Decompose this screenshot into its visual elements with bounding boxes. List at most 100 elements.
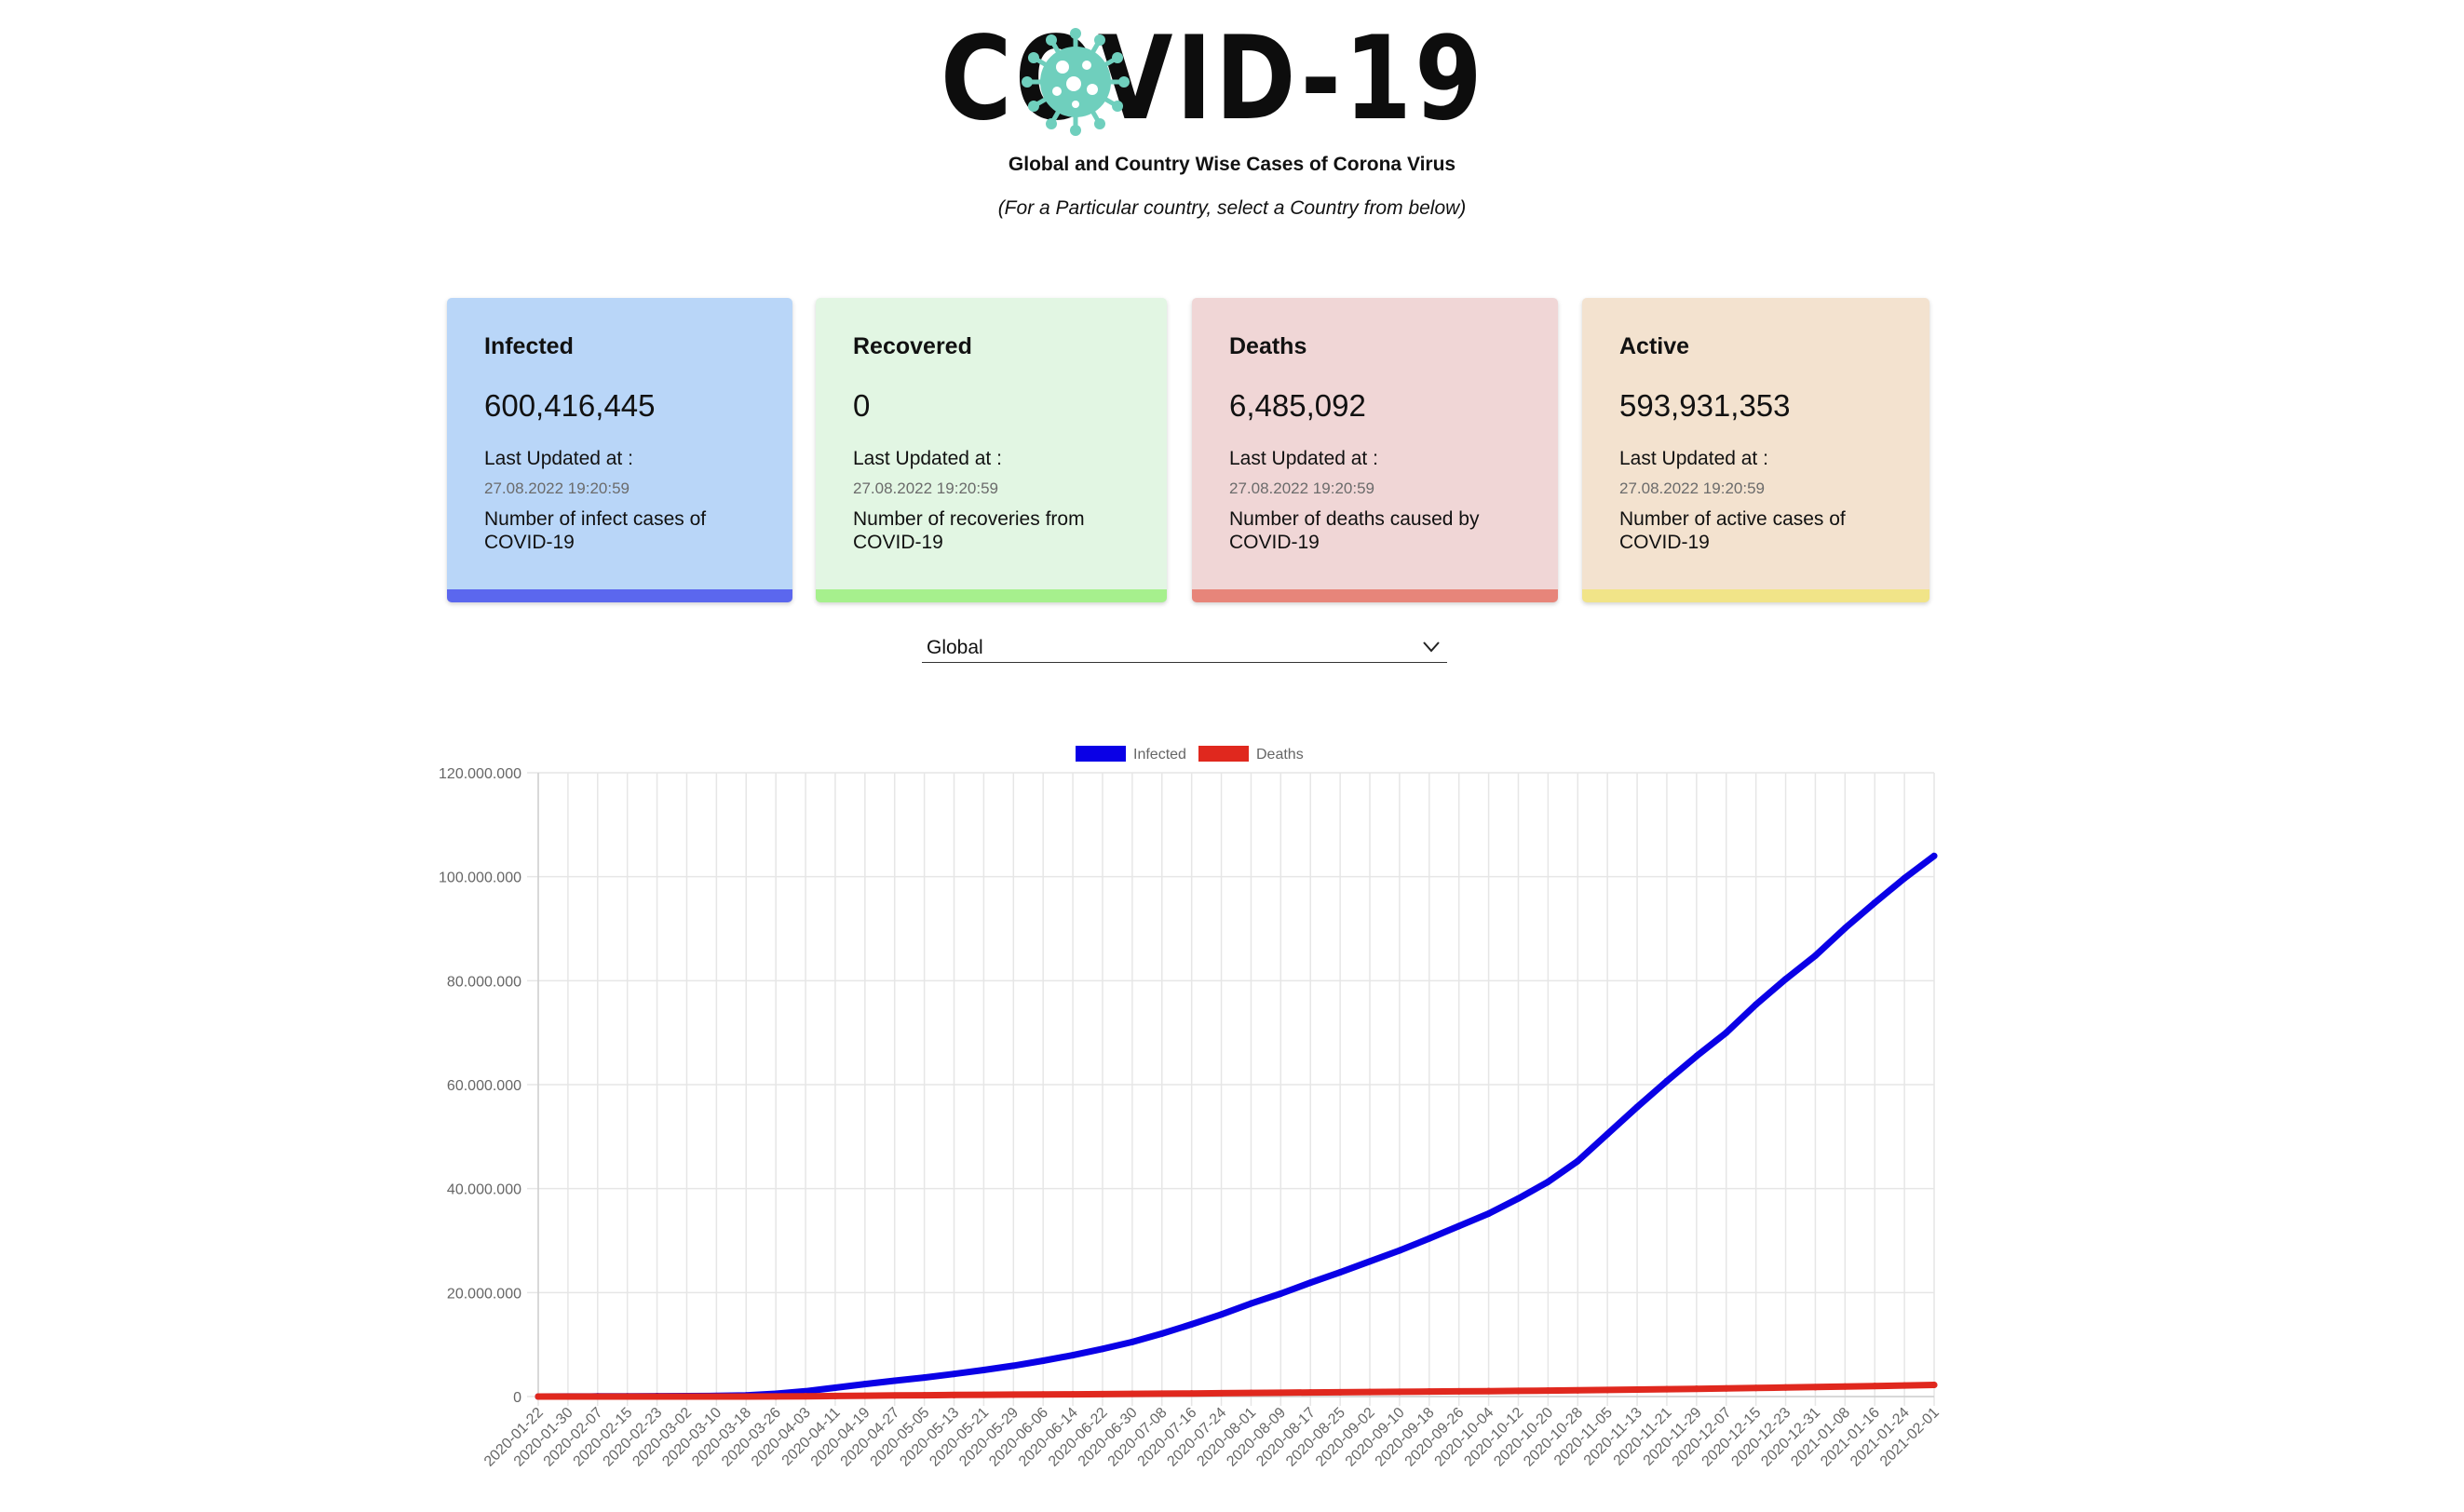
data-point-deaths [1753,1384,1760,1392]
virus-icon [1022,28,1130,136]
data-point-infected [1099,1345,1106,1353]
y-tick-label: 40.000.000 [447,1182,521,1198]
data-point-infected [1723,1029,1730,1036]
data-point-infected [832,1384,839,1392]
card-value: 6,485,092 [1229,388,1366,423]
data-point-deaths [1366,1388,1374,1396]
data-point-infected [1782,976,1790,983]
data-point-infected [1129,1338,1136,1345]
card-value: 593,931,353 [1619,388,1791,423]
y-tick-label: 100.000.000 [439,871,521,886]
data-point-deaths [564,1393,572,1400]
y-tick-label: 20.000.000 [447,1286,521,1302]
data-point-deaths [951,1391,958,1398]
data-point-infected [1039,1357,1047,1364]
data-point-deaths [1782,1384,1790,1391]
active-card: Active 593,931,353 Last Updated at : 27.… [1582,298,1929,602]
legend-swatch-deaths [1198,746,1249,762]
data-point-deaths [1604,1386,1611,1394]
data-point-deaths [683,1393,690,1400]
cases-line-chart: 0 20.000.000 40.000.000 60.000.000 80.000.00… [439,746,1943,1470]
data-point-deaths [535,1393,542,1400]
data-point-deaths [980,1391,987,1398]
data-point-infected [1901,874,1908,882]
data-point-deaths [1188,1390,1196,1397]
data-point-deaths [1396,1388,1403,1396]
data-point-infected [802,1387,809,1395]
data-point-deaths [832,1392,839,1399]
data-point-infected [1544,1178,1551,1185]
page-note: (For a Particular country, select a Coun… [997,197,1467,219]
data-point-deaths [891,1392,899,1399]
card-updated-date: 27.08.2022 19:20:59 [1229,479,1374,497]
data-point-infected [1811,952,1819,960]
data-point-deaths [802,1393,809,1400]
data-point-infected [1366,1258,1374,1265]
data-point-deaths [1574,1386,1581,1394]
card-updated-label: Last Updated at : [1229,448,1378,469]
data-point-infected [1009,1362,1017,1370]
infected-card: Infected 600,416,445 Last Updated at : 2… [447,298,792,602]
data-point-infected [1841,925,1848,932]
data-point-deaths [1306,1389,1314,1397]
data-point-deaths [1663,1385,1671,1393]
card-title: Deaths [1229,333,1307,359]
data-point-deaths [1514,1387,1522,1395]
card-updated-date: 27.08.2022 19:20:59 [484,479,630,497]
recovered-card: Recovered 0 Last Updated at : 27.08.2022… [816,298,1167,602]
y-tick-label: 80.000.000 [447,974,521,990]
series-line-infected [535,852,1938,1400]
card-value: 600,416,445 [484,388,656,423]
data-point-infected [1188,1320,1196,1328]
data-point-infected [951,1370,958,1378]
card-updated-label: Last Updated at : [484,448,633,469]
data-point-infected [1574,1157,1581,1165]
data-point-infected [1069,1352,1076,1359]
data-point-infected [1158,1330,1166,1337]
data-point-deaths [594,1393,602,1400]
data-point-deaths [1930,1382,1938,1389]
card-title: Recovered [853,333,972,359]
chevron-down-icon [1423,641,1440,653]
data-point-deaths [1158,1390,1166,1397]
data-point-deaths [1009,1391,1017,1398]
data-point-deaths [1426,1388,1433,1396]
data-point-infected [1247,1300,1254,1307]
card-updated-date: 27.08.2022 19:20:59 [1619,479,1765,497]
card-description: Number of active cases of COVID-19 [1619,508,1846,553]
data-point-infected [1336,1269,1344,1276]
data-point-deaths [742,1393,750,1400]
data-point-deaths [1544,1387,1551,1395]
data-point-infected [1218,1311,1225,1318]
covid-logo: COVID-19 [941,19,1482,140]
data-point-infected [861,1381,869,1388]
y-tick-label: 120.000.000 [439,766,521,782]
data-point-deaths [1336,1388,1344,1396]
data-point-infected [1871,899,1878,907]
data-point-deaths [1247,1389,1254,1397]
data-point-deaths [654,1393,661,1400]
data-point-deaths [1455,1387,1463,1395]
data-point-deaths [1485,1387,1493,1395]
country-select[interactable]: Global [922,636,1447,663]
y-tick-label: 0 [513,1390,521,1406]
data-point-infected [1306,1279,1314,1287]
data-point-infected [1514,1195,1522,1202]
deaths-card: Deaths 6,485,092 Last Updated at : 27.08… [1192,298,1558,602]
card-value: 0 [853,388,871,423]
data-point-infected [1753,1001,1760,1008]
data-point-deaths [1811,1384,1819,1391]
data-point-infected [1277,1289,1284,1297]
data-point-deaths [1039,1391,1047,1398]
data-point-deaths [1277,1389,1284,1397]
data-point-infected [891,1377,899,1384]
data-point-infected [980,1367,987,1374]
data-point-infected [1663,1077,1671,1085]
data-point-deaths [1069,1391,1076,1398]
card-description: Number of infect cases of COVID-19 [484,508,707,553]
data-point-infected [1426,1235,1433,1242]
card-title: Active [1619,333,1690,359]
data-point-infected [1396,1247,1403,1254]
data-point-deaths [1901,1382,1908,1389]
series-line-deaths [535,1382,1938,1400]
